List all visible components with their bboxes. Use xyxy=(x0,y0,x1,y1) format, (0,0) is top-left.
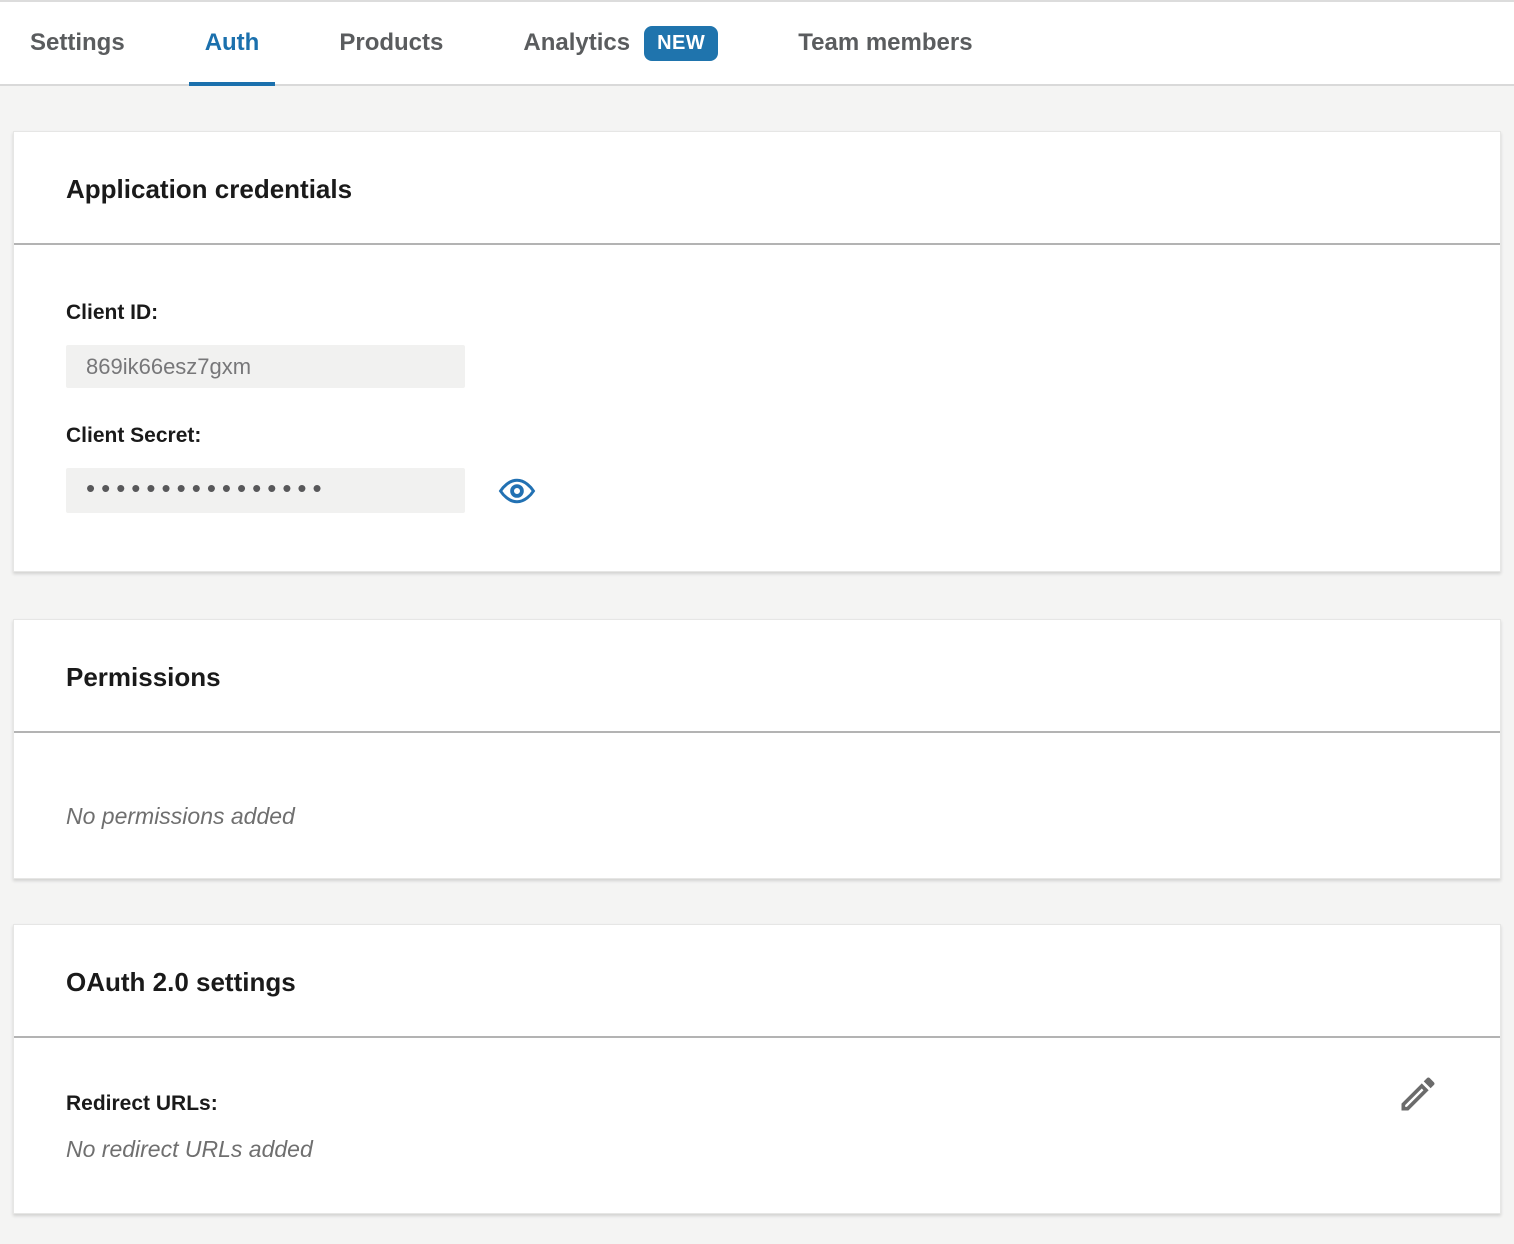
tab-products-label: Products xyxy=(339,29,444,56)
client-secret-mask: •••••••••••••••• xyxy=(86,473,328,503)
edit-redirect-urls-button[interactable] xyxy=(1394,1070,1442,1118)
tab-team-members-label: Team members xyxy=(798,29,973,56)
permissions-card: Permissions No permissions added xyxy=(13,619,1501,879)
redirect-urls-label: Redirect URLs: xyxy=(66,1092,218,1115)
application-credentials-card: Application credentials Client ID: 869ik… xyxy=(13,131,1501,572)
eye-icon xyxy=(498,476,536,506)
tab-bar: Settings Auth Products Analytics NEW Tea… xyxy=(0,0,1514,86)
application-credentials-title: Application credentials xyxy=(66,174,353,204)
client-secret-value[interactable]: •••••••••••••••• xyxy=(66,468,465,513)
new-badge: NEW xyxy=(644,25,719,61)
tab-auth[interactable]: Auth xyxy=(188,2,276,86)
tab-analytics-label: Analytics xyxy=(523,29,631,56)
oauth-settings-body: Redirect URLs: No redirect URLs added xyxy=(14,1038,1500,1213)
tab-team-members[interactable]: Team members xyxy=(782,2,988,84)
divider xyxy=(14,1036,1500,1038)
client-id-label: Client ID: xyxy=(66,301,159,324)
oauth-settings-header: OAuth 2.0 settings xyxy=(14,925,1500,1036)
permissions-empty-text: No permissions added xyxy=(66,803,295,829)
pencil-icon xyxy=(1396,1072,1440,1116)
application-credentials-body: Client ID: 869ik66esz7gxm Client Secret:… xyxy=(14,245,1500,571)
application-credentials-header: Application credentials xyxy=(14,132,1500,243)
divider xyxy=(14,731,1500,733)
client-id-value[interactable]: 869ik66esz7gxm xyxy=(66,345,465,388)
oauth-settings-title: OAuth 2.0 settings xyxy=(66,967,296,997)
permissions-title: Permissions xyxy=(66,662,221,692)
permissions-header: Permissions xyxy=(14,620,1500,731)
tab-products[interactable]: Products xyxy=(323,2,459,84)
oauth-settings-card: OAuth 2.0 settings Redirect URLs: No red… xyxy=(13,924,1501,1214)
tab-settings[interactable]: Settings xyxy=(14,2,141,84)
redirect-urls-empty-text: No redirect URLs added xyxy=(66,1136,313,1162)
tab-settings-label: Settings xyxy=(30,29,125,56)
permissions-body: No permissions added xyxy=(14,733,1500,878)
reveal-secret-button[interactable] xyxy=(497,471,537,511)
tab-auth-label: Auth xyxy=(204,29,260,56)
client-secret-row: •••••••••••••••• xyxy=(66,448,1448,513)
client-secret-label: Client Secret: xyxy=(66,424,202,447)
divider xyxy=(14,243,1500,245)
tab-analytics[interactable]: Analytics NEW xyxy=(507,2,734,84)
